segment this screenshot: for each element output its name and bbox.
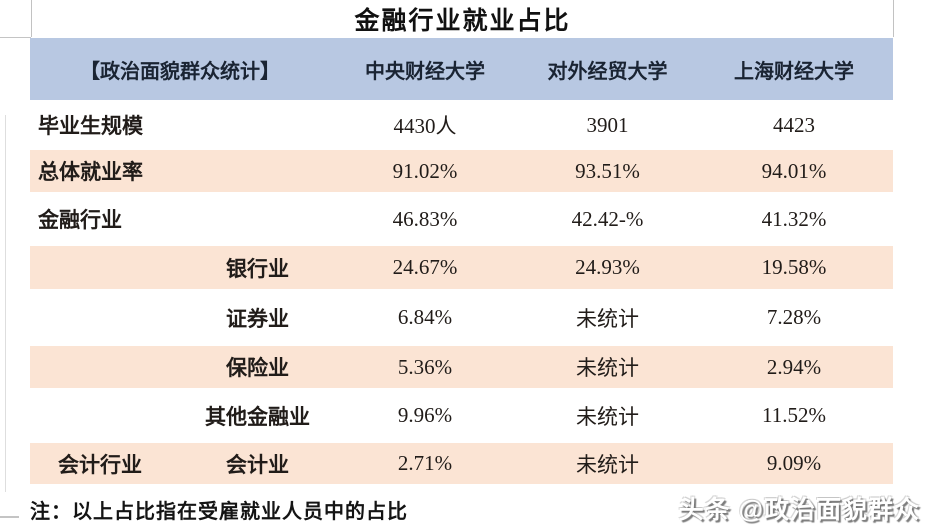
cell-value: 42.42-% <box>571 206 644 231</box>
row-sublabel <box>185 192 330 246</box>
cell-value: 91.02% <box>392 158 458 183</box>
cell-value: 9.96% <box>397 403 453 427</box>
employment-table: 【政治面貌群众统计】 中央财经大学 对外经贸大学 上海财经大学 毕业生规模 44… <box>30 38 893 484</box>
cell-value: 9.09% <box>766 451 822 475</box>
row-sublabel: 会计业 <box>226 452 289 477</box>
header-source-label: 【政治面貌群众统计】 <box>80 60 280 83</box>
table-row: 总体就业率 91.02% 93.51% 94.01% <box>30 150 893 192</box>
table-row: 保险业 5.36% 未统计 2.94% <box>30 346 893 388</box>
row-label <box>30 289 185 346</box>
cell-value: 未统计 <box>576 306 639 331</box>
row-label: 会计行业 <box>58 452 142 477</box>
header-col-cufe: 中央财经大学 <box>365 60 485 83</box>
cell-value: 2.94% <box>766 354 822 379</box>
cell-value: 41.32% <box>761 206 827 231</box>
cell-value: 94.01% <box>761 158 827 183</box>
table-row: 金融行业 46.83% 42.42-% 41.32% <box>30 192 893 246</box>
cell-value: 19.58% <box>761 255 827 279</box>
table-row: 银行业 24.67% 24.93% 19.58% <box>30 246 893 289</box>
header-col-uibe: 对外经贸大学 <box>547 60 668 83</box>
grid-border-left-vertical <box>5 115 6 492</box>
table-row: 毕业生规模 4430人 3901 4423 <box>30 100 893 150</box>
row-label: 金融行业 <box>38 208 122 232</box>
row-sublabel: 其他金融业 <box>205 404 310 429</box>
cell-value: 11.52% <box>762 403 826 427</box>
row-sublabel <box>185 150 330 192</box>
cell-value: 2.71% <box>397 451 453 475</box>
row-label <box>30 346 185 388</box>
cell-value: 4423 <box>773 112 815 137</box>
cell-value: 93.51% <box>575 158 640 183</box>
row-label: 总体就业率 <box>38 160 143 184</box>
grid-border-top-left-horizontal <box>0 37 31 38</box>
table-row: 其他金融业 9.96% 未统计 11.52% <box>30 388 893 443</box>
cell-value: 未统计 <box>576 356 639 380</box>
row-label <box>30 246 185 289</box>
cell-value: 3901 <box>586 112 629 137</box>
grid-border-bottom-left <box>0 516 19 518</box>
header-col-sufe: 上海财经大学 <box>734 60 854 83</box>
row-sublabel: 银行业 <box>226 256 289 281</box>
table-row: 会计行业 会计业 2.71% 未统计 9.09% <box>30 443 893 484</box>
cell-value: 6.84% <box>397 305 453 329</box>
row-label <box>30 388 185 443</box>
footnote: 注：以上占比指在受雇就业人员中的占比 <box>30 501 408 523</box>
cell-value: 未统计 <box>576 452 639 477</box>
cell-value: 24.67% <box>392 255 458 279</box>
row-sublabel <box>185 100 330 150</box>
page-title: 金融行业就业占比 <box>354 6 571 35</box>
cell-value: 7.28% <box>766 305 822 329</box>
toutiao-watermark: 头条 @政治面貌群众 <box>678 496 920 524</box>
table-header-row: 【政治面貌群众统计】 中央财经大学 对外经贸大学 上海财经大学 <box>30 38 893 100</box>
table-row: 证券业 6.84% 未统计 7.28% <box>30 289 893 346</box>
row-label: 毕业生规模 <box>38 114 143 138</box>
title-band: 金融行业就业占比 <box>31 0 894 37</box>
cell-value: 5.36% <box>397 354 453 379</box>
cell-value: 46.83% <box>392 206 458 231</box>
row-sublabel: 保险业 <box>226 356 289 380</box>
cell-value: 24.93% <box>575 255 640 279</box>
cell-value: 4430人 <box>393 114 457 138</box>
row-sublabel: 证券业 <box>226 306 289 331</box>
cell-value: 未统计 <box>576 404 639 429</box>
